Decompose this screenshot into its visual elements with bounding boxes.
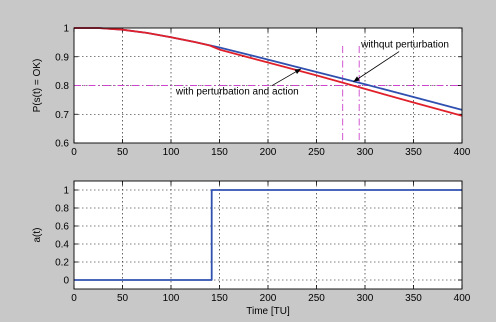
x-tick-label: 300 <box>357 293 374 304</box>
annotation-arrowhead <box>353 76 360 82</box>
y-tick-label: 0.4 <box>55 240 69 251</box>
y-axis-label: a(t) <box>32 228 43 243</box>
x-tick-label: 50 <box>117 293 129 304</box>
plot-area <box>74 181 462 289</box>
x-tick-label: 200 <box>260 293 277 304</box>
x-tick-label: 350 <box>405 293 422 304</box>
bottom-plot: 0 50 100 150 200 250 300 350 400 0 0.2 0.4 0.6 0.8 1 a(… <box>32 180 471 317</box>
series-line-1 <box>74 27 463 117</box>
annotation-label: withqut perturbation <box>360 40 449 51</box>
y-tick-label: 0.8 <box>55 204 69 215</box>
y-axis-label: P(s(t) = OK) <box>32 59 43 113</box>
x-tick-label: 300 <box>357 147 374 158</box>
y-tick-label: 0.9 <box>55 52 69 63</box>
y-tick-label: 0.2 <box>55 258 69 269</box>
x-tick-label: 150 <box>211 147 228 158</box>
y-tick-label: 0.7 <box>55 110 69 121</box>
x-tick-label: 0 <box>71 147 77 158</box>
x-tick-label: 150 <box>211 293 228 304</box>
annotation-arrow <box>353 51 400 83</box>
x-tick-label: 400 <box>454 147 471 158</box>
x-tick-label: 200 <box>260 147 277 158</box>
x-tick-label: 100 <box>163 147 180 158</box>
x-tick-label: 250 <box>308 293 325 304</box>
x-tick-label: 0 <box>71 293 77 304</box>
series-line-0 <box>74 189 462 281</box>
x-tick-label: 100 <box>163 293 180 304</box>
y-tick-label: 0 <box>63 276 69 287</box>
x-tick-label: 250 <box>308 147 325 158</box>
x-tick-label: 50 <box>117 147 129 158</box>
x-axis-label: Time [TU] <box>246 306 290 317</box>
y-tick-label: 1 <box>63 24 69 35</box>
top-plot: 0 50 100 150 200 250 300 350 400 0.6 0.7 0.8 0.9 1 wit… <box>32 24 471 159</box>
x-tick-label: 350 <box>405 147 422 158</box>
x-tick-label: 400 <box>454 293 471 304</box>
y-tick-label: 0.6 <box>55 139 69 150</box>
annotation-arrowhead <box>294 68 301 74</box>
axes-frame <box>73 27 463 144</box>
annotation-label: with perturbation and action <box>175 87 299 98</box>
y-tick-label: 0.8 <box>55 81 69 92</box>
axes-frame <box>73 180 463 290</box>
y-tick-label: 1 <box>63 186 69 197</box>
y-tick-label: 0.6 <box>55 222 69 233</box>
